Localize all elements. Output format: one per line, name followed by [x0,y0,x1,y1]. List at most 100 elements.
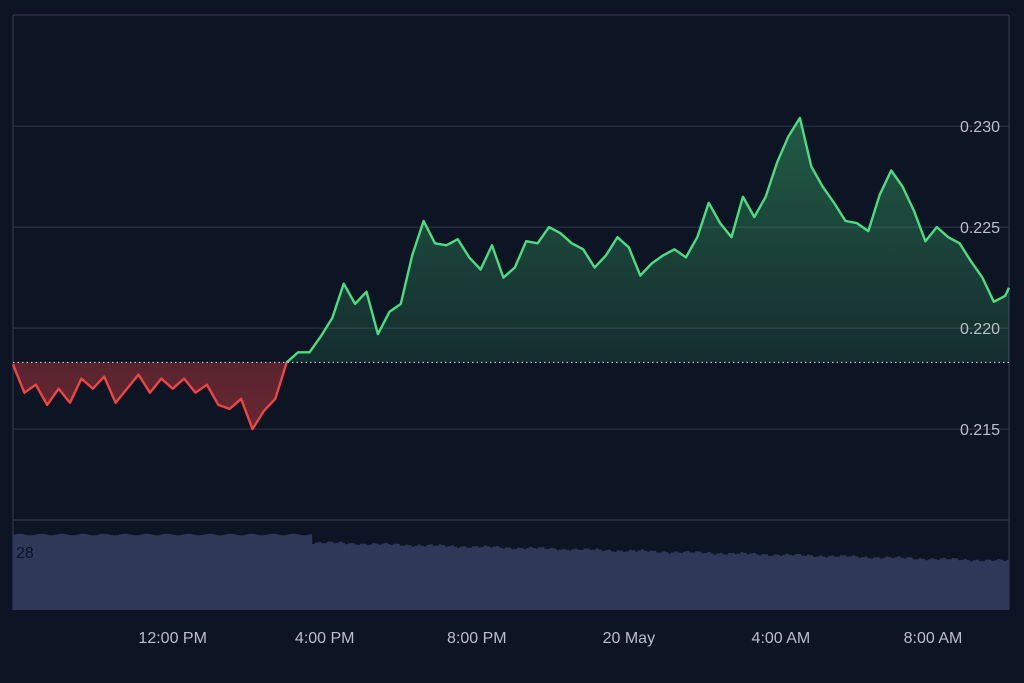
volume-bar [686,551,690,610]
volume-bar [121,533,126,610]
volume-bar [25,534,29,610]
volume-bar [302,535,307,610]
volume-bar [275,534,279,610]
volume-bar [145,533,150,610]
volume-bar [852,555,856,610]
volume-bar [930,558,934,610]
volume-bar [396,543,400,610]
volume-bar [212,534,216,610]
volume-bar [465,547,470,610]
volume-bar [652,550,657,610]
volume-bar [489,547,494,610]
volume-bar [782,554,787,610]
volume-bar [559,549,563,610]
volume-bar [28,535,32,610]
volume-bar [215,535,219,610]
volume-bar [713,554,717,610]
volume-bar [704,553,708,610]
volume-bar [61,533,65,610]
volume-bar [70,535,74,610]
volume-bar [921,558,925,610]
volume-bar [511,549,515,610]
volume-bar [46,534,50,610]
volume-bar [384,542,388,610]
volume-bar [82,533,86,610]
volume-bar [556,550,560,610]
volume-bar [52,535,56,610]
volume-bar [251,533,255,610]
volume-bar [749,553,753,610]
price-line [11,116,1011,431]
volume-bar [785,553,790,610]
volume-bar [613,551,617,610]
volume-bar [743,553,747,610]
volume-bar [504,547,509,610]
volume-bar [993,560,998,610]
volume-bar [329,541,334,610]
volume-bar [746,554,750,610]
volume-bar [34,534,38,610]
volume-bar [507,547,512,610]
volume-bar [402,545,406,610]
volume-bar [900,557,904,610]
volume-bar [200,535,204,610]
volume-bar [420,545,424,610]
volume-bar [933,559,937,610]
volume-bar [891,558,895,610]
volume-bar [43,534,47,610]
volume-bar [227,533,231,610]
volume-bar [130,534,135,610]
volume-bar [106,534,110,610]
volume-bar [909,557,913,610]
volume-bar [716,553,720,610]
volume-bar [942,557,946,610]
volume-bar [287,534,292,610]
y-tick-label: 0.230 [960,119,1000,136]
volume-bar [453,546,458,610]
volume-bar [290,533,295,610]
volume-bar [809,555,814,610]
volume-bar [984,559,989,610]
volume-bar [673,551,678,610]
volume-bar [179,535,183,610]
volume-bar [514,548,518,610]
volume-bar [963,558,968,610]
volume-bar [163,533,168,610]
volume-bar [79,533,83,610]
volume-bar [776,554,780,610]
volume-bar [269,533,273,610]
volume-bar [115,535,119,610]
volume-bar [846,556,850,610]
volume-bar [601,551,605,610]
volume-bar [254,534,258,610]
volume-bar [85,534,89,610]
volume-bar [477,547,482,610]
volume-bar [1005,560,1010,610]
volume-bar [827,556,832,610]
volume-bar [580,550,584,610]
volume-bar [948,559,953,610]
volume-bar [456,547,461,610]
volume-bar [927,559,931,610]
volume-bar [432,545,436,610]
volume-bar [698,551,702,610]
volume-bar [882,558,886,610]
volume-bar [191,534,195,610]
volume-bar [830,555,835,610]
volume-bar [836,556,841,610]
volume-bar [133,535,138,610]
volume-bar [169,534,174,610]
x-tick-label: 4:00 AM [752,630,811,647]
volume-bar [951,557,956,610]
volume-bar [670,552,675,610]
volume-bar [586,548,590,610]
volume-bar [981,561,986,610]
volume-bar [498,547,503,610]
volume-bar [67,534,71,610]
volume-bar [272,533,276,610]
y-tick-label: 0.220 [960,321,1000,338]
volume-bar [351,542,355,610]
volume-bar [345,544,349,610]
volume-bar [625,551,630,610]
volume-bar [480,546,485,610]
